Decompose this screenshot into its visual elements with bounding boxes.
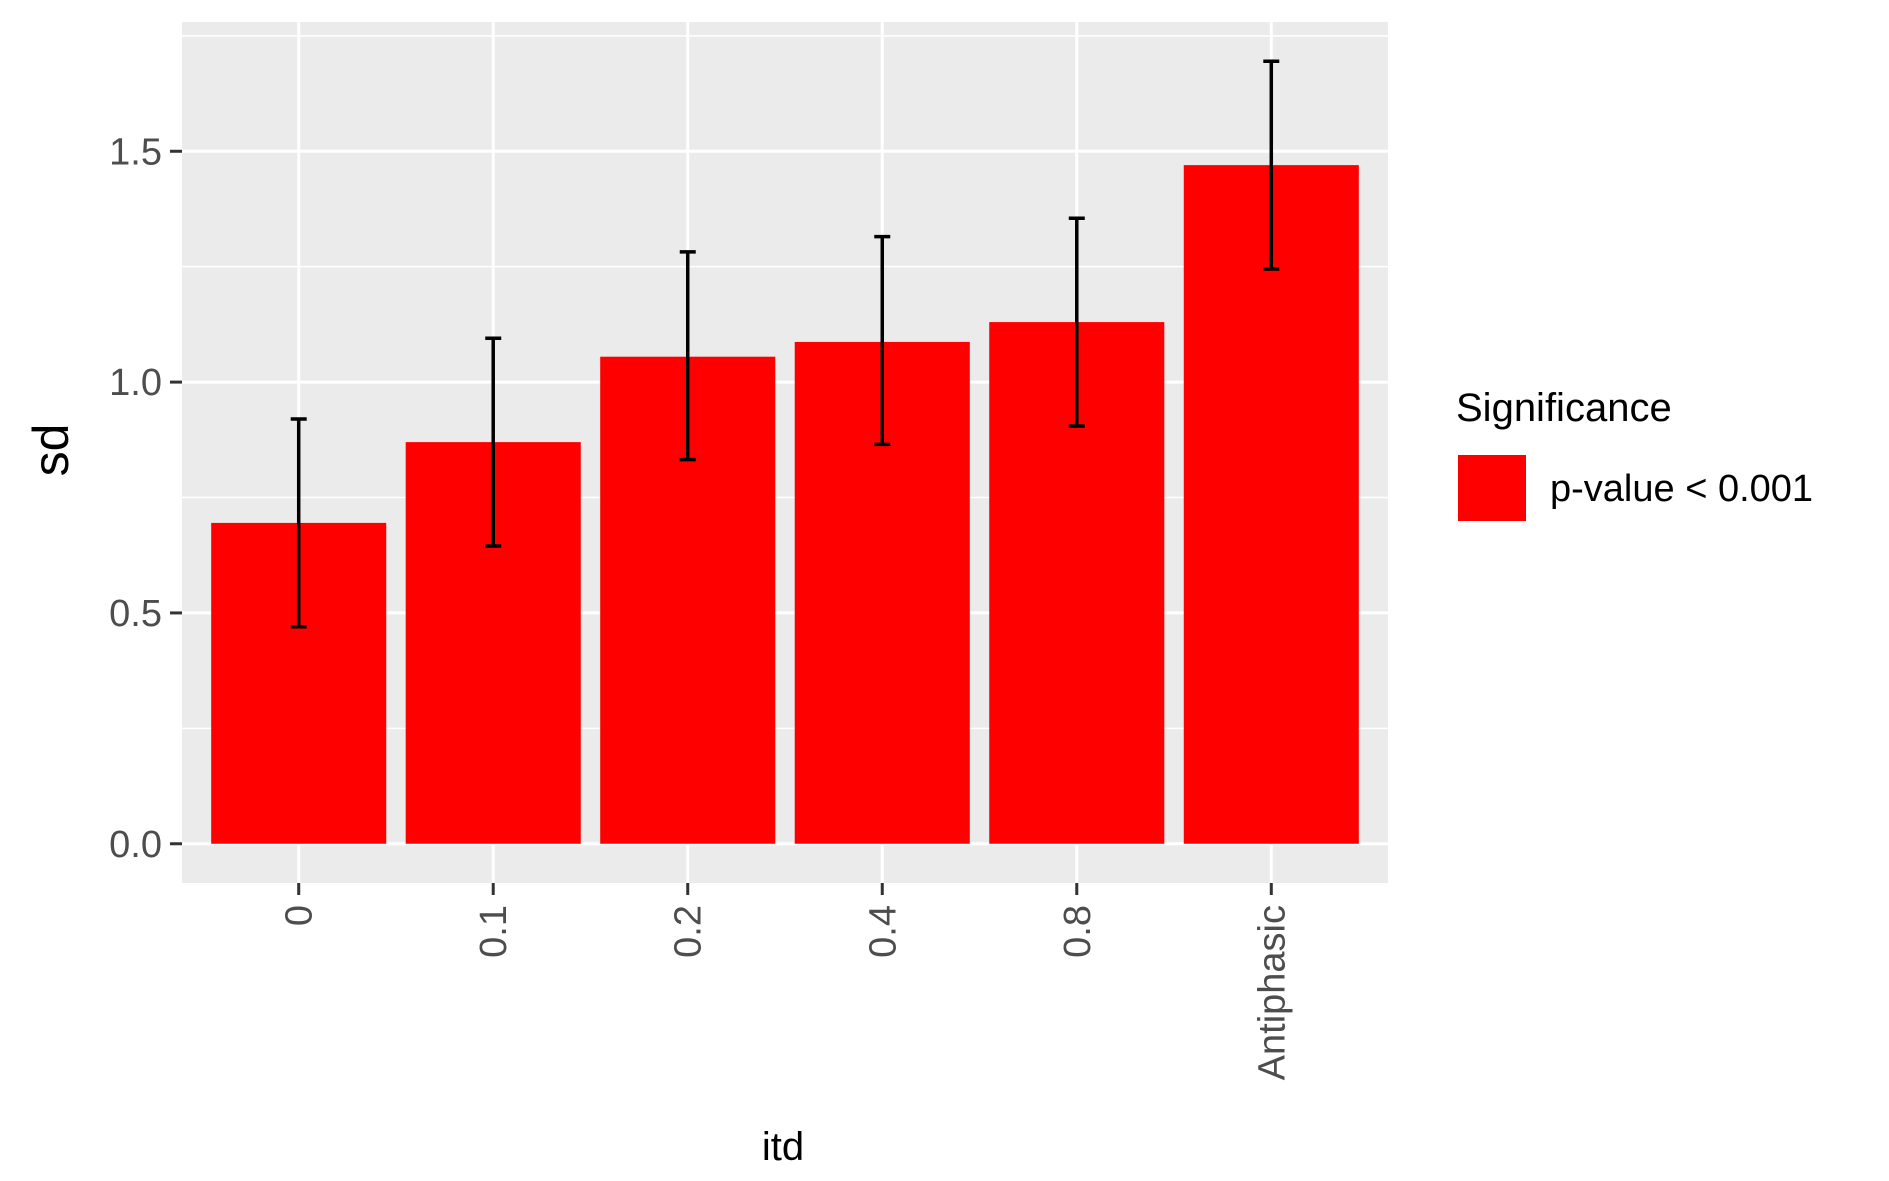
error-bar-0.8: [1068, 216, 1085, 428]
error-bar-0: [290, 417, 307, 629]
y-tick-label: 0.5: [109, 593, 162, 635]
x-tick-label: 0.2: [668, 905, 710, 958]
bar-Antiphasic: [1183, 165, 1359, 844]
error-bars: [290, 59, 1280, 629]
x-axis-title: itd: [762, 1125, 804, 1169]
x-tick-label: 0.8: [1057, 905, 1099, 958]
y-tick-label: 0.0: [109, 824, 162, 866]
legend-title: Significance: [1456, 386, 1672, 430]
error-bar-Antiphasic: [1263, 59, 1280, 271]
legend-key-swatch: [1458, 455, 1526, 521]
error-bar-0.2: [679, 250, 696, 462]
error-bar-0.4: [874, 234, 891, 447]
y-tick-label: 1.0: [109, 362, 162, 404]
x-axis: 0 0.1 0.2 0.4 0.8 Antiphasic: [279, 883, 1293, 1080]
x-tick-label: 0.4: [862, 905, 904, 958]
x-tick-label: 0.1: [473, 905, 515, 958]
error-bar-0.1: [485, 336, 502, 548]
x-tick-label: Antiphasic: [1251, 905, 1293, 1080]
legend: Significance p-value < 0.001: [1456, 386, 1813, 521]
x-tick-label: 0: [279, 905, 321, 926]
y-axis: 0.0 0.5 1.0 1.5: [109, 131, 182, 866]
y-axis-title: sd: [23, 424, 79, 477]
legend-entry-label: p-value < 0.001: [1550, 468, 1813, 510]
y-tick-label: 1.5: [109, 131, 162, 173]
